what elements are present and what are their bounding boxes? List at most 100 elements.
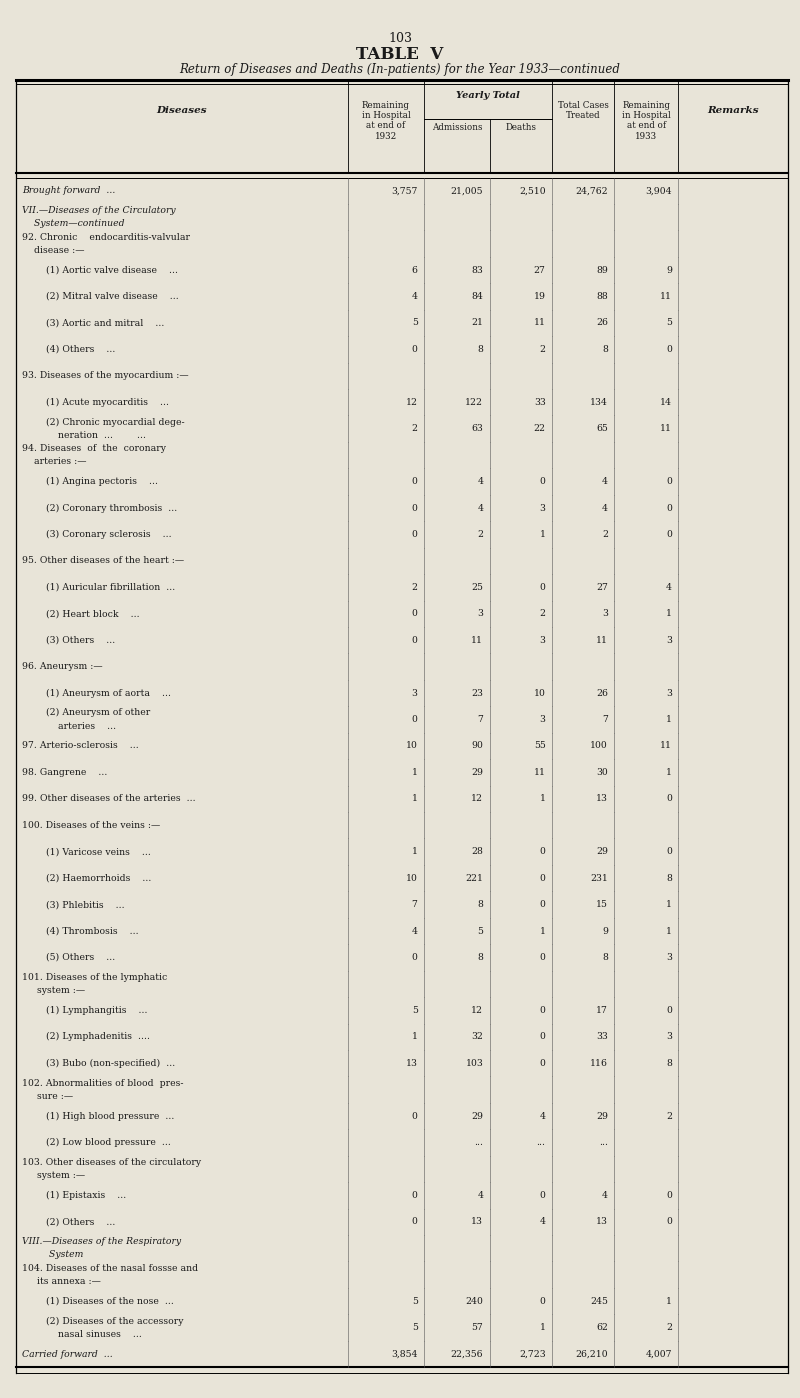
Text: system :—: system :— bbox=[22, 1172, 86, 1180]
Text: 240: 240 bbox=[466, 1297, 483, 1306]
Text: 8: 8 bbox=[666, 874, 672, 882]
Text: 2: 2 bbox=[666, 1111, 672, 1121]
Text: 0: 0 bbox=[412, 1191, 418, 1199]
Text: 3: 3 bbox=[666, 1032, 672, 1042]
Text: 26: 26 bbox=[596, 319, 608, 327]
Text: 0: 0 bbox=[666, 530, 672, 540]
Text: Yearly Total: Yearly Total bbox=[456, 91, 520, 99]
Text: System: System bbox=[22, 1250, 84, 1260]
Text: 4: 4 bbox=[539, 1218, 546, 1226]
Text: 0: 0 bbox=[540, 1032, 546, 1042]
Text: 30: 30 bbox=[596, 768, 608, 777]
Text: 0: 0 bbox=[412, 503, 418, 513]
Text: 26: 26 bbox=[596, 689, 608, 698]
Text: 65: 65 bbox=[596, 424, 608, 433]
Text: 0: 0 bbox=[412, 1218, 418, 1226]
Text: 103: 103 bbox=[466, 1058, 483, 1068]
Text: 103. Other diseases of the circulatory: 103. Other diseases of the circulatory bbox=[22, 1158, 202, 1167]
Text: 4: 4 bbox=[602, 503, 608, 513]
Text: 63: 63 bbox=[471, 424, 483, 433]
Text: 29: 29 bbox=[471, 1111, 483, 1121]
Text: 1: 1 bbox=[412, 794, 418, 804]
Text: 23: 23 bbox=[471, 689, 483, 698]
Text: 29: 29 bbox=[596, 1111, 608, 1121]
Text: 0: 0 bbox=[540, 900, 546, 909]
Text: 3: 3 bbox=[540, 503, 546, 513]
Text: 2: 2 bbox=[412, 424, 418, 433]
Text: 90: 90 bbox=[471, 741, 483, 751]
Text: 2,723: 2,723 bbox=[519, 1349, 546, 1359]
Text: (1) Epistaxis    ...: (1) Epistaxis ... bbox=[22, 1191, 126, 1199]
Text: 4: 4 bbox=[666, 583, 672, 591]
Text: 3: 3 bbox=[602, 610, 608, 618]
Text: System—continued: System—continued bbox=[22, 219, 125, 228]
Text: 0: 0 bbox=[666, 847, 672, 856]
Text: 3: 3 bbox=[478, 610, 483, 618]
Text: 8: 8 bbox=[602, 345, 608, 354]
Text: 4: 4 bbox=[602, 477, 608, 487]
Text: 83: 83 bbox=[471, 266, 483, 274]
Text: neration  ...        ...: neration ... ... bbox=[22, 431, 146, 440]
Text: (1) Acute myocarditis    ...: (1) Acute myocarditis ... bbox=[22, 397, 170, 407]
Text: 14: 14 bbox=[660, 398, 672, 407]
Text: 1: 1 bbox=[412, 768, 418, 777]
Text: 29: 29 bbox=[471, 768, 483, 777]
Text: 0: 0 bbox=[412, 953, 418, 962]
Text: (1) Aortic valve disease    ...: (1) Aortic valve disease ... bbox=[22, 266, 178, 274]
Text: 17: 17 bbox=[596, 1005, 608, 1015]
Text: 7: 7 bbox=[602, 714, 608, 724]
Text: 1: 1 bbox=[539, 1323, 546, 1332]
Text: 2,510: 2,510 bbox=[519, 186, 546, 196]
Text: 33: 33 bbox=[534, 398, 546, 407]
Text: Admissions: Admissions bbox=[431, 123, 482, 131]
Text: 4: 4 bbox=[477, 1191, 483, 1199]
Text: 101. Diseases of the lymphatic: 101. Diseases of the lymphatic bbox=[22, 973, 168, 981]
Text: 5: 5 bbox=[666, 319, 672, 327]
Text: arteries    ...: arteries ... bbox=[22, 721, 117, 731]
Text: 10: 10 bbox=[406, 741, 418, 751]
Text: TABLE  V: TABLE V bbox=[356, 46, 444, 63]
Text: nasal sinuses    ...: nasal sinuses ... bbox=[22, 1329, 142, 1339]
Text: 21: 21 bbox=[471, 319, 483, 327]
Text: 21,005: 21,005 bbox=[450, 186, 483, 196]
Text: 11: 11 bbox=[660, 424, 672, 433]
Text: 0: 0 bbox=[540, 874, 546, 882]
Text: 4,007: 4,007 bbox=[646, 1349, 672, 1359]
Text: 0: 0 bbox=[540, 583, 546, 591]
Text: 103: 103 bbox=[388, 32, 412, 45]
Text: (1) Auricular fibrillation  ...: (1) Auricular fibrillation ... bbox=[22, 583, 176, 591]
Text: 0: 0 bbox=[540, 1297, 546, 1306]
Text: (3) Coronary sclerosis    ...: (3) Coronary sclerosis ... bbox=[22, 530, 172, 540]
Text: Remaining
in Hospital
at end of
1932: Remaining in Hospital at end of 1932 bbox=[362, 101, 410, 141]
Text: 13: 13 bbox=[596, 1218, 608, 1226]
Text: (3) Phlebitis    ...: (3) Phlebitis ... bbox=[22, 900, 125, 909]
Text: 116: 116 bbox=[590, 1058, 608, 1068]
Text: 5: 5 bbox=[412, 1005, 418, 1015]
Text: (3) Bubo (non-specified)  ...: (3) Bubo (non-specified) ... bbox=[22, 1058, 176, 1068]
Text: (1) Varicose veins    ...: (1) Varicose veins ... bbox=[22, 847, 151, 856]
Text: (1) Lymphangitis    ...: (1) Lymphangitis ... bbox=[22, 1005, 148, 1015]
Text: 13: 13 bbox=[596, 794, 608, 804]
Text: 10: 10 bbox=[406, 874, 418, 882]
Text: sure :—: sure :— bbox=[22, 1092, 74, 1100]
Text: (2) Chronic myocardial dege-: (2) Chronic myocardial dege- bbox=[22, 418, 185, 426]
Text: 8: 8 bbox=[602, 953, 608, 962]
Text: Remaining
in Hospital
at end of
1933: Remaining in Hospital at end of 1933 bbox=[622, 101, 670, 141]
Text: 89: 89 bbox=[596, 266, 608, 274]
Text: 12: 12 bbox=[406, 398, 418, 407]
Text: 4: 4 bbox=[477, 477, 483, 487]
Text: ...: ... bbox=[599, 1138, 608, 1146]
Text: 11: 11 bbox=[534, 319, 546, 327]
Text: 104. Diseases of the nasal fossse and: 104. Diseases of the nasal fossse and bbox=[22, 1264, 198, 1272]
Text: 55: 55 bbox=[534, 741, 546, 751]
Text: (2) Haemorrhoids    ...: (2) Haemorrhoids ... bbox=[22, 874, 152, 882]
Text: (2) Lymphadenitis  ....: (2) Lymphadenitis .... bbox=[22, 1032, 150, 1042]
Text: 0: 0 bbox=[666, 477, 672, 487]
Text: 10: 10 bbox=[534, 689, 546, 698]
Text: 4: 4 bbox=[412, 927, 418, 935]
Text: 3,854: 3,854 bbox=[391, 1349, 418, 1359]
Text: ...: ... bbox=[537, 1138, 546, 1146]
Text: Carried forward  ...: Carried forward ... bbox=[22, 1349, 113, 1359]
Text: (2) Coronary thrombosis  ...: (2) Coronary thrombosis ... bbox=[22, 503, 178, 513]
Text: its annexa :—: its annexa :— bbox=[22, 1276, 102, 1286]
